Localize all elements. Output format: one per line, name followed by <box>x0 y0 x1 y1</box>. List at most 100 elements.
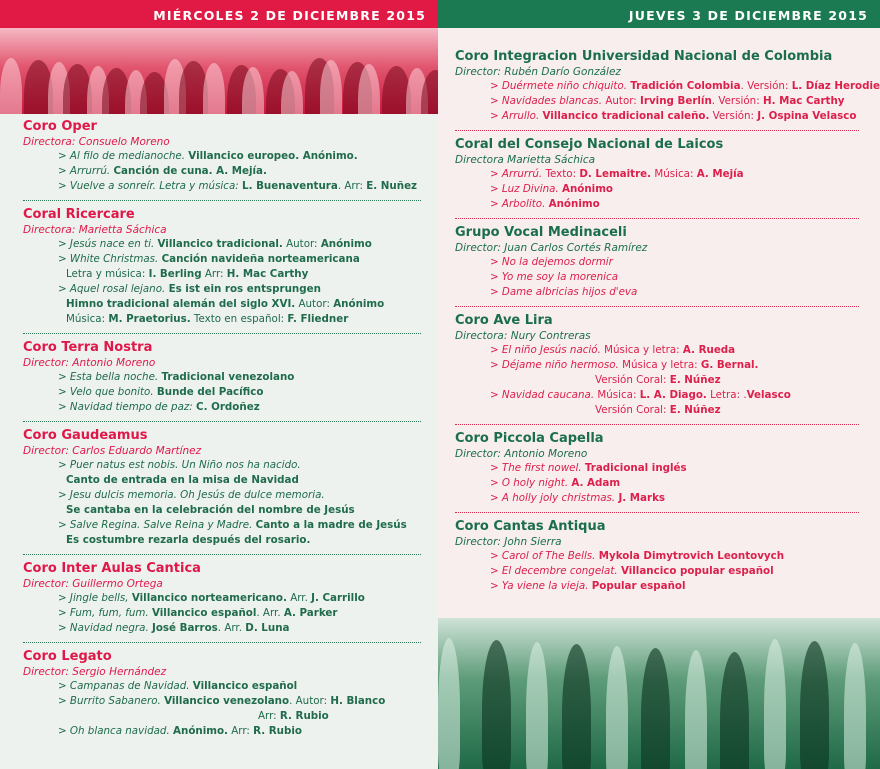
song-text: > Carol of The Bells. <box>490 550 599 562</box>
song-text: . Versión: <box>711 95 763 107</box>
song-text: . Arr: <box>337 180 367 192</box>
song-text: H. Mac Carthy <box>762 95 845 107</box>
song-line: > Arrullo. Villancico tradicional caleño… <box>455 109 859 124</box>
song-text: > Arrurrú. <box>490 168 546 180</box>
song-text: L. Buenaventura <box>242 180 338 192</box>
choir-photo-red <box>0 28 438 114</box>
song-line: > Yo me soy la morenica <box>455 270 859 285</box>
song-text: > Oh blanca navidad. <box>58 725 174 737</box>
choir-section: Coro Piccola Capella Director: Antonio M… <box>455 431 859 513</box>
song-text: Texto en español: <box>190 313 288 325</box>
choir-singer-figure <box>605 646 628 769</box>
song-text: D. Luna <box>245 622 290 634</box>
song-line: > Oh blanca navidad. Anónimo. Arr: R. Ru… <box>23 724 421 739</box>
choir-section: Coro Ave Lira Directora: Nury Contreras >… <box>455 313 859 425</box>
song-text: Villancico español <box>151 607 257 619</box>
song-text: > Salve Regina. Salve Reina y Madre. <box>58 519 256 531</box>
song-line: > Aquel rosal lejano. Es ist ein ros ent… <box>23 282 421 297</box>
song-text: D. Lemaitre. <box>579 168 652 180</box>
director-name: Director: Juan Carlos Cortés Ramírez <box>455 242 648 254</box>
song-text: Canción de cuna. A. Mejía. <box>113 165 267 177</box>
song-text: Anónimo <box>320 238 372 250</box>
song-line: Versión Coral: E. Núñez <box>455 403 859 418</box>
song-text: > Yo me soy la morenica <box>490 271 619 283</box>
song-text: Arr: <box>227 725 254 737</box>
choir-name: Coro Inter Aulas Cantica <box>23 561 201 576</box>
song-text: Villancico venezolano <box>164 695 290 707</box>
song-text: > Al filo de medianoche. <box>58 150 189 162</box>
song-line: > Dame albricias hijos d'eva <box>455 285 859 300</box>
choir-singer-figure <box>526 642 549 769</box>
song-line: > Carol of The Bells. Mykola Dimytrovich… <box>455 549 859 564</box>
day-header-thursday: JUEVES 3 DE DICIEMBRE 2015 <box>438 0 880 28</box>
choir-singer-figure <box>203 63 226 114</box>
choir-section: Coro Oper Directora: Consuelo Moreno > Al … <box>23 119 421 201</box>
song-text: Canción navideña norteamericana <box>161 253 360 265</box>
choir-list: Coro Integracion Universidad Nacional de… <box>455 49 880 606</box>
song-line: > Déjame niño hermoso. Música y letra: G… <box>455 358 859 373</box>
director-name: Director: Sergio Hernández <box>23 666 167 678</box>
director-name: Director: Guillermo Ortega <box>23 578 163 590</box>
choir-name: Coral del Consejo Nacional de Laicos <box>455 137 724 152</box>
song-text: J. Carrillo <box>311 592 365 604</box>
song-text: Villancico europeo. Anónimo. <box>188 150 358 162</box>
song-text: A. Mejía <box>696 168 744 180</box>
song-text: > Jingle bells, <box>58 592 132 604</box>
choir-singer-figure <box>720 652 750 769</box>
choir-singer-figure <box>764 639 787 769</box>
song-text: Arr: <box>201 268 227 280</box>
song-text: Tradición Colombia <box>630 80 741 92</box>
day-header-wednesday: MIÉRCOLES 2 DE DICIEMBRE 2015 <box>0 0 438 28</box>
song-line: > Fum, fum, fum. Villancico español. Arr… <box>23 606 421 621</box>
song-text: Canto de entrada en la misa de Navidad <box>66 474 299 486</box>
song-line: > Navidades blancas. Autor: Irving Berlí… <box>455 94 859 109</box>
choir-name: Coro Cantas Antiqua <box>455 519 606 534</box>
song-line: > Arrurrú. Canción de cuna. A. Mejía. <box>23 164 421 179</box>
choir-singer-figure <box>358 64 381 114</box>
song-text: Villancico norteamericano. <box>131 592 287 604</box>
choir-section: Coro Cantas Antiqua Director: John Sierr… <box>455 519 859 600</box>
song-text: A. Parker <box>283 607 338 619</box>
director-name: Director: Carlos Eduardo Martínez <box>23 445 202 457</box>
song-text: > White Christmas. <box>58 253 162 265</box>
choir-name: Coral Ricercare <box>23 207 135 222</box>
song-text: > Arrullo. <box>490 110 543 122</box>
song-text: > Puer natus est nobis. Un Niño nos ha n… <box>58 459 301 471</box>
choir-name: Coro Terra Nostra <box>23 340 153 355</box>
choir-name: Coro Piccola Capella <box>455 431 604 446</box>
choir-singer-figure <box>280 71 303 114</box>
song-line: > Al filo de medianoche. Villancico euro… <box>23 149 421 164</box>
song-text: > Navidad caucana. <box>490 389 598 401</box>
song-line: > Velo que bonito. Bunde del Pacífico <box>23 385 421 400</box>
song-text: F. Fliedner <box>287 313 349 325</box>
song-text: G. Bernal. <box>700 359 759 371</box>
song-text: > A holly joly christmas. <box>490 492 619 504</box>
song-text: > Esta bella noche. <box>58 371 162 383</box>
song-text: E. Núñez <box>669 404 721 416</box>
song-line: > A holly joly christmas. J. Marks <box>455 491 859 506</box>
song-text: > Navidad tiempo de paz: <box>58 401 197 413</box>
song-text: R. Rubio <box>279 710 329 722</box>
song-line: > Puer natus est nobis. Un Niño nos ha n… <box>23 458 421 473</box>
song-text: Mykola Dimytrovich Leontovych <box>598 550 785 562</box>
song-line: Se cantaba en la celebración del nombre … <box>23 503 421 518</box>
choir-section: Coral del Consejo Nacional de Laicos Dir… <box>455 137 859 219</box>
song-text: R. Rubio <box>253 725 302 737</box>
song-text: > Jesu dulcis memoria. Oh Jesús de dulce… <box>58 489 325 501</box>
choir-singer-figure <box>561 644 591 769</box>
choir-section: Coro Gaudeamus Director: Carlos Eduardo M… <box>23 428 421 555</box>
director-name: Directora: Consuelo Moreno <box>23 136 170 148</box>
song-line: Letra y música: I. Berling Arr: H. Mac C… <box>23 267 421 282</box>
choir-singer-figure <box>0 58 22 114</box>
song-text: > Duérmete niño chiquito. <box>490 80 631 92</box>
song-text: Tradicional venezolano <box>161 371 295 383</box>
song-text: Versión Coral: <box>595 404 670 416</box>
choir-section: Coral Ricercare Directora: Marietta Sáchi… <box>23 207 421 334</box>
song-line: > Arrurrú. Texto: D. Lemaitre. Música: A… <box>455 167 859 182</box>
song-text: Autor: <box>295 298 334 310</box>
song-line: > No la dejemos dormir <box>455 255 859 270</box>
choir-name: Coro Oper <box>23 119 97 134</box>
song-text: > Luz Divina. <box>490 183 562 195</box>
song-text: E. Nuñez <box>366 180 418 192</box>
choir-section: Coro Legato Director: Sergio Hernández > C… <box>23 649 421 745</box>
